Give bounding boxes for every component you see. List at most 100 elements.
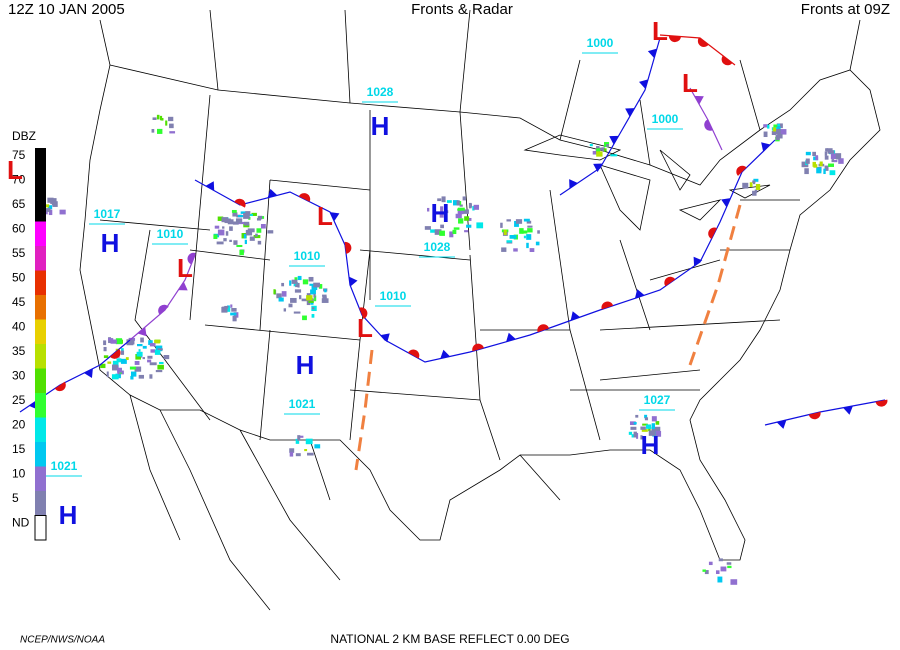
high-center: H: [371, 111, 390, 141]
radar-echo: [295, 453, 301, 457]
legend-label: 45: [12, 295, 26, 309]
radar-echo: [301, 298, 309, 302]
radar-echo: [824, 151, 828, 156]
isobar-label: 1028: [424, 240, 451, 254]
radar-echo: [142, 345, 147, 349]
radar-echo: [289, 280, 292, 286]
radar-echo: [147, 359, 152, 363]
radar-echo: [596, 146, 600, 149]
radar-echo: [154, 339, 160, 344]
radar-echo: [115, 338, 123, 345]
radar-echo: [610, 154, 618, 157]
radar-echo: [147, 355, 153, 359]
radar-echo: [468, 217, 472, 221]
legend-swatch: [35, 319, 46, 344]
radar-echo: [255, 233, 258, 237]
radar-echo: [107, 361, 112, 364]
radar-echo: [434, 229, 442, 235]
front-semicircle: [54, 381, 66, 392]
radar-echo: [237, 215, 244, 218]
radar-echo: [523, 235, 526, 239]
legend-swatch: [35, 491, 46, 516]
radar-echo: [589, 143, 593, 147]
radar-echo: [473, 204, 480, 210]
front-triangle: [761, 142, 771, 152]
radar-echo: [289, 448, 295, 453]
radar-echo: [501, 247, 507, 252]
radar-echo: [472, 206, 475, 211]
radar-echo: [322, 294, 327, 297]
fronts: [19, 34, 888, 471]
radar-echo: [702, 569, 706, 572]
radar-echo: [509, 235, 517, 239]
legend-swatch: [35, 368, 46, 393]
legend-swatch: [35, 246, 46, 271]
radar-echo: [523, 218, 530, 222]
radar-echo: [526, 220, 532, 224]
legend-label: 5: [12, 491, 19, 505]
legend-label: 10: [12, 467, 26, 481]
front-semicircle: [721, 55, 733, 66]
radar-echo: [537, 230, 540, 234]
geography: [79, 9, 881, 611]
radar-echo: [289, 451, 294, 457]
radar-echo: [726, 562, 732, 565]
front-semicircle: [158, 304, 169, 315]
front-semicircle: [408, 349, 420, 359]
radar-echo: [604, 148, 607, 152]
radar-echo: [313, 293, 316, 298]
radar-echo: [130, 340, 135, 345]
radar-echo: [449, 231, 454, 238]
radar-echo: [239, 249, 244, 256]
radar-echo: [453, 200, 459, 206]
radar-echo: [281, 291, 287, 297]
radar-echo: [805, 151, 811, 156]
legend-label: 25: [12, 393, 26, 407]
radar-echo: [288, 303, 293, 308]
radar-echo: [427, 207, 430, 212]
front-semicircle: [298, 193, 311, 202]
great-lakes: [523, 134, 771, 231]
legend-label: 35: [12, 344, 26, 358]
radar-echo: [653, 426, 661, 432]
radar-echo: [456, 200, 460, 206]
radar-echo: [640, 426, 646, 430]
radar-echo: [59, 209, 66, 215]
radar-echo: [628, 431, 633, 435]
isobar-label: 1000: [652, 112, 679, 126]
radar-echo: [276, 293, 282, 299]
pressure-labels: 1000 1028 1000 1017 1010 1028 1010 1010 1021 1027…: [7, 16, 698, 530]
radar-echo: [216, 241, 224, 245]
radar-echo: [249, 236, 255, 241]
radar-echo: [424, 226, 431, 230]
legend-swatch: [35, 197, 46, 222]
occ-front: [129, 254, 196, 341]
front-triangle: [721, 198, 731, 208]
radar-echo: [655, 430, 662, 437]
radar-echo: [828, 163, 835, 167]
radar-echo: [240, 211, 247, 214]
radar-echo: [47, 205, 53, 210]
front-triangle: [609, 135, 619, 145]
radar-echo: [247, 228, 255, 233]
radar-echo: [293, 311, 301, 314]
radar-echo: [294, 289, 302, 293]
radar-echo: [441, 196, 446, 203]
legend-swatch: [35, 393, 46, 418]
radar-echo: [43, 208, 51, 212]
radar-echo: [635, 414, 639, 418]
radar-echo: [157, 364, 164, 370]
radar-echo: [157, 128, 163, 134]
radar-echo: [213, 234, 218, 239]
radar-echo: [310, 301, 314, 305]
isobar-label: 1021: [289, 397, 316, 411]
radar-echo: [314, 295, 317, 302]
radar-echo: [217, 216, 224, 221]
radar-echo: [644, 417, 649, 421]
radar-echo: [816, 167, 822, 174]
credit: NCEP/NWS/NOAA: [20, 635, 105, 646]
radar-echo: [503, 229, 507, 235]
isobar-label: 1028: [367, 85, 394, 99]
radar-echo: [169, 123, 174, 129]
radar-echo: [458, 218, 464, 224]
